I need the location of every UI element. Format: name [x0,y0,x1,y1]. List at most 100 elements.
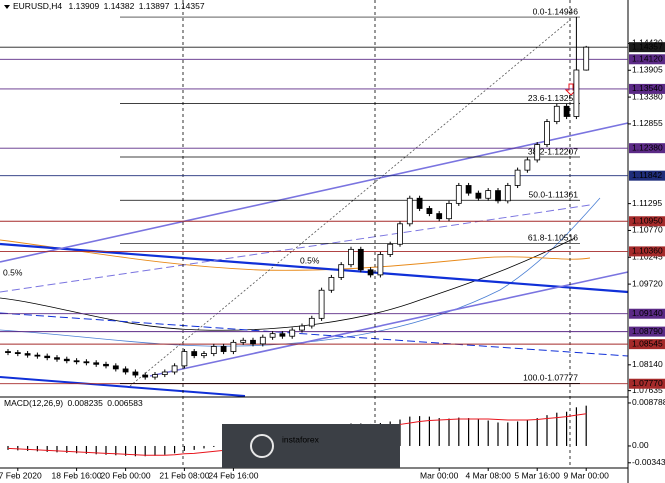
macd-bar [438,418,440,446]
macd-bar [468,418,470,446]
macd-bar [497,422,499,446]
x-tick-label: 4 Mar 08:00 [466,470,512,480]
macd-bar [556,412,558,446]
macd-bar [477,419,479,446]
y-tick-label: -0.003436 [632,457,665,467]
macd-title: MACD(12,26,9) [4,398,63,408]
macd-bar [193,445,195,450]
fib-label: 0.0-1.14946 [533,6,579,16]
candle-body [201,353,207,357]
candle-body [142,374,149,378]
chart-header: EURUSD,H4 1.13909 1.14382 1.13897 1.1435… [13,1,205,11]
macd-bar [125,445,127,456]
candle-body [63,358,70,362]
candle-body [44,355,51,359]
candle-body [299,325,305,331]
trend-line [0,376,246,397]
trend-line [0,204,591,293]
level-label: 1.08545 [632,338,663,348]
candle-body [279,333,286,337]
macd-bar [56,445,58,453]
macd-bar [17,445,19,451]
macd-bar [76,445,78,454]
y-tick-label: 1.13905 [632,65,663,75]
trend-line [149,271,629,377]
x-tick-label: 18 Feb 16:00 [52,470,102,480]
y-tick-label: 0.00 [632,440,649,450]
macd-bar [585,405,587,446]
high-value: 1.14382 [104,1,135,11]
macd-bar [526,420,528,446]
macd-bar [85,445,87,454]
candle-body [573,69,580,117]
macd-bar [66,445,68,453]
macd-bar [566,411,568,446]
macd-value: 0.008235 [67,398,103,408]
close-value: 1.14357 [174,1,205,11]
y-tick-label: 1.08140 [632,359,663,369]
macd-bar [213,445,215,447]
candle-body [338,264,345,278]
macd-bar [174,445,176,454]
candle-body [240,339,247,343]
level-label: 1.12380 [632,142,663,152]
candle-body [406,197,413,225]
candle-body [446,202,452,220]
macd-bar [164,445,166,455]
candle-body [73,360,80,363]
macd-bar [36,445,38,452]
candle-body [436,213,443,220]
candle-body [54,357,60,360]
candle-body [534,144,541,161]
candle-body [348,248,354,266]
macd-bar [458,417,460,446]
y-tick-label: 1.13380 [632,91,663,101]
candle-body [93,362,100,365]
low-value: 1.13897 [139,1,170,11]
trend-line [0,242,629,294]
level-label: 1.09140 [632,308,663,318]
candle-body [544,121,550,146]
level-label: 1.13540 [632,83,663,93]
macd-bar [115,445,117,456]
moving-average [0,197,601,347]
macd-bar [507,422,509,446]
candle-body [220,346,227,352]
macd-bar [419,416,421,446]
macd-bar [575,407,577,446]
level-box [629,216,665,227]
macd-bar [517,421,519,446]
candle-body [583,46,590,71]
candle-body [103,363,109,367]
indicator-lines [0,0,629,468]
candle-body [34,354,41,357]
fib-label: 38.2-1.12207 [528,146,578,156]
annotation: 0.5% [3,267,23,277]
macd-bar [536,418,538,446]
candle-body [259,336,266,345]
candle-body [357,248,364,271]
menu-icon [4,5,10,9]
candle-body [132,371,139,376]
candle-body [308,317,315,327]
y-tick-label: 1.10770 [632,225,663,235]
fib-label: 61.8-1.10516 [528,233,578,243]
watermark-logo [250,434,274,458]
level-box [629,378,665,389]
y-tick-label: 1.12855 [632,118,663,128]
candle-body [475,192,482,199]
symbol: EURUSD,H4 [13,1,62,11]
y-tick-label: 1.11295 [632,198,662,208]
macd-bar [203,445,205,449]
candle-body [181,351,188,367]
fib-label: 23.6-1.13254 [528,93,578,103]
candle-body [397,223,403,245]
candle-body [171,365,178,373]
candle-body [318,289,325,319]
macd-bar [183,445,185,451]
level-box [629,170,665,181]
candle-body [24,353,31,356]
y-tick-label: 1.09720 [632,278,663,288]
